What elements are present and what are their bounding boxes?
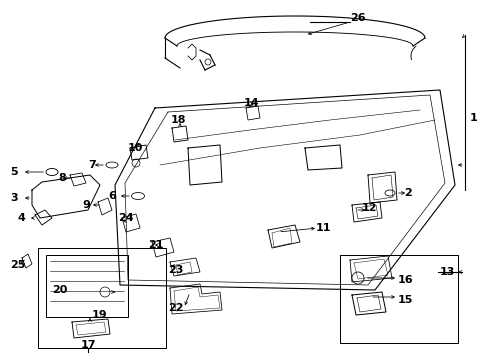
Text: 21: 21 <box>148 240 163 250</box>
Text: 22: 22 <box>168 303 183 313</box>
Text: 23: 23 <box>168 265 183 275</box>
Text: 17: 17 <box>80 340 96 350</box>
Text: 5: 5 <box>10 167 18 177</box>
Text: 13: 13 <box>439 267 454 277</box>
Text: 16: 16 <box>397 275 413 285</box>
Text: 19: 19 <box>92 310 107 320</box>
Text: 4: 4 <box>18 213 26 223</box>
Text: 11: 11 <box>315 223 331 233</box>
Text: 8: 8 <box>58 173 65 183</box>
Bar <box>46 255 128 317</box>
Text: 2: 2 <box>403 188 411 198</box>
Text: 12: 12 <box>361 203 377 213</box>
Bar <box>38 248 165 348</box>
Text: 7: 7 <box>88 160 96 170</box>
Text: 10: 10 <box>128 143 143 153</box>
Text: 3: 3 <box>10 193 18 203</box>
Text: 18: 18 <box>171 115 186 125</box>
Text: 20: 20 <box>52 285 67 295</box>
Text: 24: 24 <box>118 213 133 223</box>
Text: 1: 1 <box>469 113 477 123</box>
Text: 15: 15 <box>397 295 412 305</box>
Text: 14: 14 <box>244 98 259 108</box>
Text: 6: 6 <box>108 191 116 201</box>
Text: 25: 25 <box>10 260 25 270</box>
Text: 9: 9 <box>82 200 90 210</box>
Text: 26: 26 <box>349 13 365 23</box>
Bar <box>339 255 457 343</box>
